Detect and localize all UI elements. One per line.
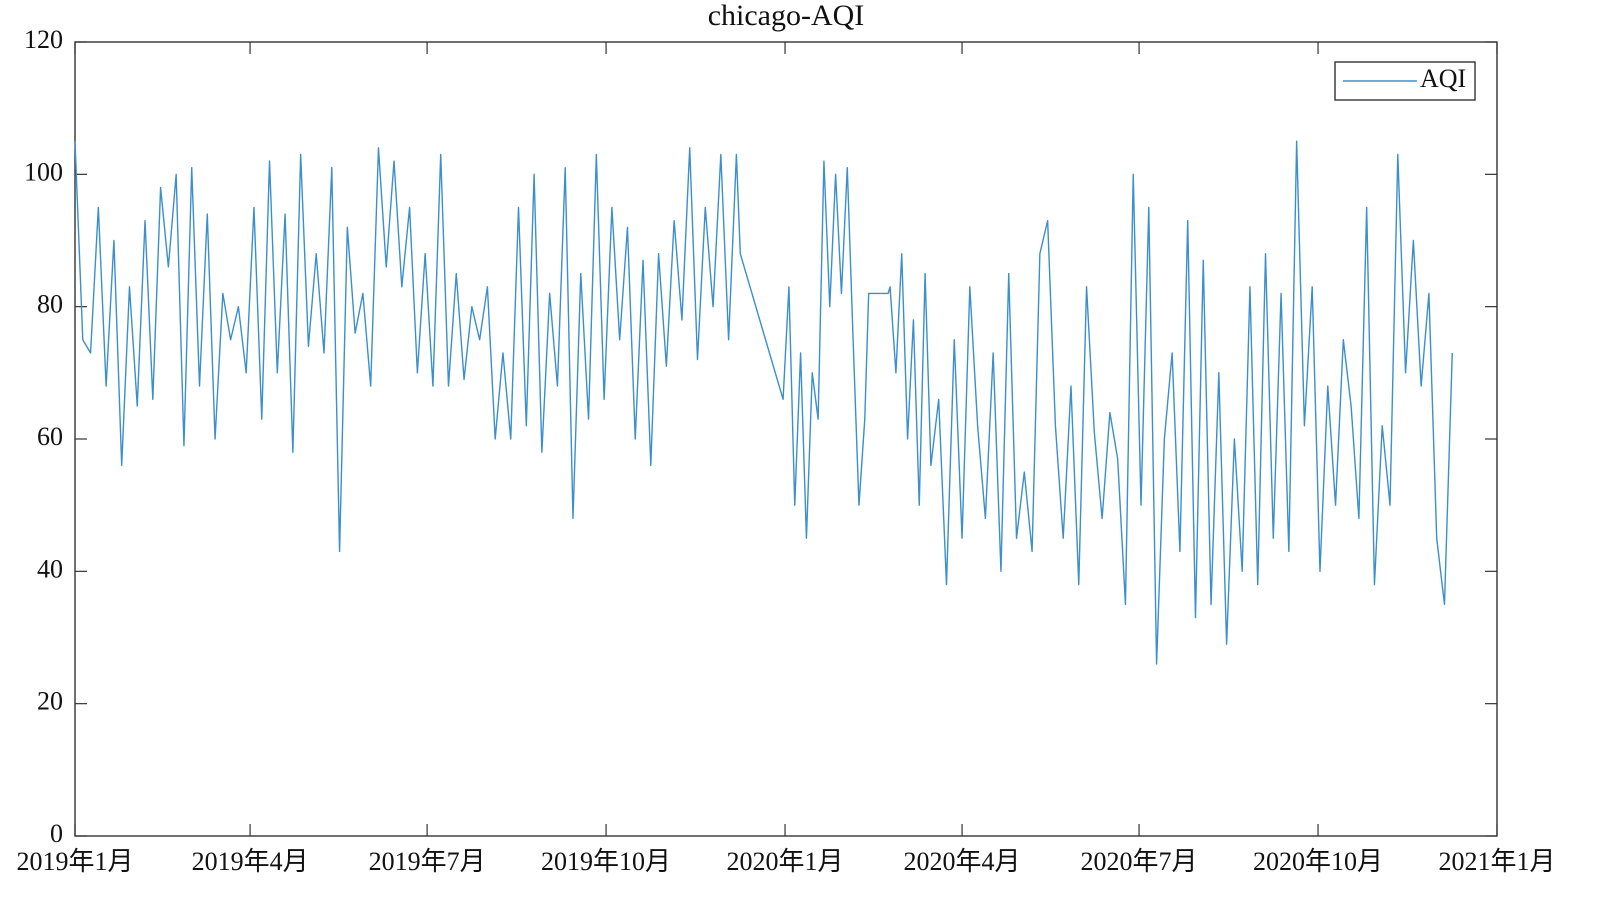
y-tick-label: 60: [37, 422, 63, 451]
plot-frame: [74, 41, 1498, 837]
x-tick-label: 2020年4月: [904, 847, 1021, 876]
x-tick-label: 2019年10月: [541, 847, 671, 876]
chart-title: chicago-AQI: [708, 0, 865, 32]
x-tick-label: 2020年1月: [727, 847, 844, 876]
x-tick-label: 2019年1月: [16, 847, 133, 876]
x-tick-label: 2021年1月: [1438, 847, 1555, 876]
y-tick-label: 120: [24, 25, 63, 54]
y-tick-label: 100: [24, 157, 63, 186]
y-tick-label: 80: [37, 290, 63, 319]
x-tick-label: 2020年7月: [1081, 847, 1198, 876]
x-tick-label: 2020年10月: [1253, 847, 1383, 876]
y-tick-label: 20: [37, 687, 63, 716]
x-tick-label: 2019年7月: [369, 847, 486, 876]
x-tick-label: 2019年4月: [192, 847, 309, 876]
data-line: [74, 140, 1453, 665]
y-tick-label: 40: [37, 554, 63, 583]
legend-label: AQI: [1420, 64, 1466, 93]
y-tick-label: 0: [50, 819, 63, 848]
